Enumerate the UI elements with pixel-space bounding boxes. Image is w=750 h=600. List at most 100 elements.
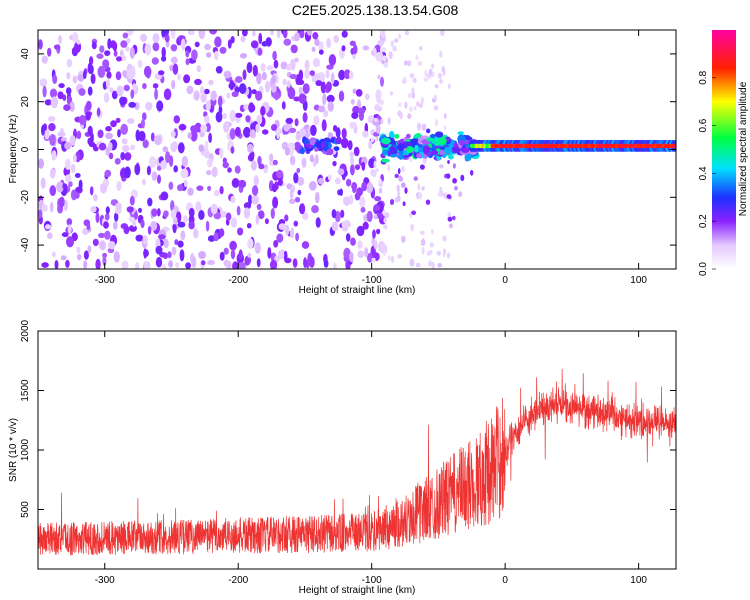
spectrogram-cell — [344, 69, 351, 80]
spectrogram-y-tick-label: -20 — [20, 190, 31, 205]
spectrogram-cell — [123, 84, 130, 92]
spectrogram-cell — [409, 258, 415, 267]
spectrogram-cell — [394, 173, 399, 179]
spectrogram-cell — [85, 100, 92, 111]
spectrogram-cell — [461, 147, 470, 154]
spectrogram-cell — [109, 87, 114, 93]
spectrogram-cell — [72, 31, 79, 44]
spectrogram-cell — [297, 189, 302, 196]
spectrogram-cell — [273, 59, 279, 69]
spectrogram-cell — [131, 218, 137, 227]
spectrogram-cell — [142, 112, 147, 121]
spectrogram-cell — [374, 196, 382, 202]
spectrogram-cell — [364, 93, 370, 100]
spectrogram-cell — [331, 221, 339, 232]
spectrogram-cell — [272, 159, 278, 166]
spectrogram-x-axis-label: Height of straight line (km) — [299, 285, 416, 296]
spectrogram-cell — [246, 223, 252, 229]
spectrogram-cell — [238, 249, 243, 260]
spectrogram-cell — [179, 249, 185, 262]
spectrogram-cell — [247, 238, 254, 250]
spectrogram-cell — [57, 131, 66, 137]
spectrogram-cell — [95, 212, 100, 223]
spectrogram-cell — [460, 174, 465, 182]
spectrogram-cell — [356, 225, 365, 237]
spectrogram-cell — [143, 261, 151, 269]
spectrogram-cell — [83, 260, 88, 269]
spectrogram-cell — [294, 118, 299, 127]
spectrogram-cell — [378, 178, 382, 185]
spectrogram-cell — [247, 252, 252, 258]
spectrogram-cell — [181, 155, 189, 168]
spectrogram-cell — [156, 100, 164, 112]
spectrogram-cell — [113, 251, 120, 263]
spectrogram-cell — [103, 221, 109, 229]
spectrogram-cell — [413, 106, 417, 111]
spectrogram-cell — [239, 53, 248, 59]
spectrogram-cell — [115, 117, 121, 124]
spectrogram-cell — [356, 187, 363, 197]
spectrogram-cell — [169, 155, 174, 168]
spectrogram-cell — [251, 160, 257, 171]
spectrogram-cell — [47, 232, 53, 239]
spectrogram-cell — [66, 58, 73, 68]
spectrogram-cell — [225, 212, 232, 221]
spectrogram-cell — [431, 143, 437, 151]
spectrogram-cell — [424, 69, 428, 77]
spectrogram-cell — [231, 178, 240, 188]
spectrogram-cell — [359, 196, 366, 208]
spectrogram-cell — [239, 83, 247, 95]
spectrogram-cell — [407, 113, 412, 120]
spectrogram-x-tick-label: 100 — [630, 275, 647, 286]
spectrogram-cell — [434, 84, 439, 89]
spectrogram-cell — [414, 144, 419, 153]
spectrogram-cell — [278, 178, 283, 186]
spectrogram-cell — [250, 40, 259, 49]
spectrogram-cell — [270, 208, 275, 219]
spectrogram-cell — [398, 102, 402, 107]
spectrogram-cell — [226, 260, 232, 269]
spectrogram-cell — [281, 101, 286, 110]
spectrogram-cell — [419, 164, 425, 170]
spectrogram-cell — [65, 87, 72, 95]
spectrogram-cell — [56, 181, 64, 193]
spectrogram-cell — [367, 252, 373, 263]
spectrogram-cell — [82, 227, 89, 235]
spectrogram-cell — [213, 232, 219, 242]
spectrogram-cell — [186, 85, 194, 95]
spectrogram-cell — [215, 66, 223, 74]
spectrogram-cell — [413, 176, 418, 182]
spectrogram-cell — [267, 247, 272, 259]
spectrogram-cell — [44, 224, 52, 230]
spectrogram-cell — [214, 189, 220, 197]
spectrogram-cell — [388, 51, 393, 59]
spectrogram-cell — [349, 121, 357, 129]
spectrogram-cell — [145, 101, 153, 111]
colorbar-label: Normalized spectral amplitude — [738, 81, 749, 216]
spectrogram-cell — [193, 228, 199, 239]
spectrogram-cell — [204, 140, 209, 153]
spectrogram-cell — [276, 127, 281, 140]
spectrogram-cell — [426, 128, 431, 134]
spectrogram-cell — [165, 41, 170, 48]
spectrogram-cell — [124, 152, 132, 161]
spectrogram-cell — [247, 153, 255, 162]
spectrogram-cell — [313, 115, 320, 126]
spectrogram-cell — [282, 78, 287, 86]
snr-series-line — [38, 368, 676, 556]
spectrogram-cell — [171, 79, 176, 90]
spectrogram-cell — [401, 165, 405, 173]
spectrogram-cell — [379, 99, 384, 106]
spectrogram-cell — [349, 70, 354, 80]
spectrogram-cell — [78, 88, 86, 96]
spectrogram-cell — [370, 137, 375, 143]
spectrogram-cell — [63, 104, 71, 111]
spectrogram-cell — [384, 212, 390, 219]
spectrogram-cell — [413, 138, 418, 146]
spectrogram-cell — [446, 252, 451, 259]
spectrogram-cell — [65, 259, 70, 268]
spectrogram-cell — [140, 219, 145, 229]
spectrogram-cell — [309, 139, 316, 146]
spectrogram-cell — [283, 123, 290, 132]
spectrogram-x-tick-label: 0 — [502, 275, 508, 286]
